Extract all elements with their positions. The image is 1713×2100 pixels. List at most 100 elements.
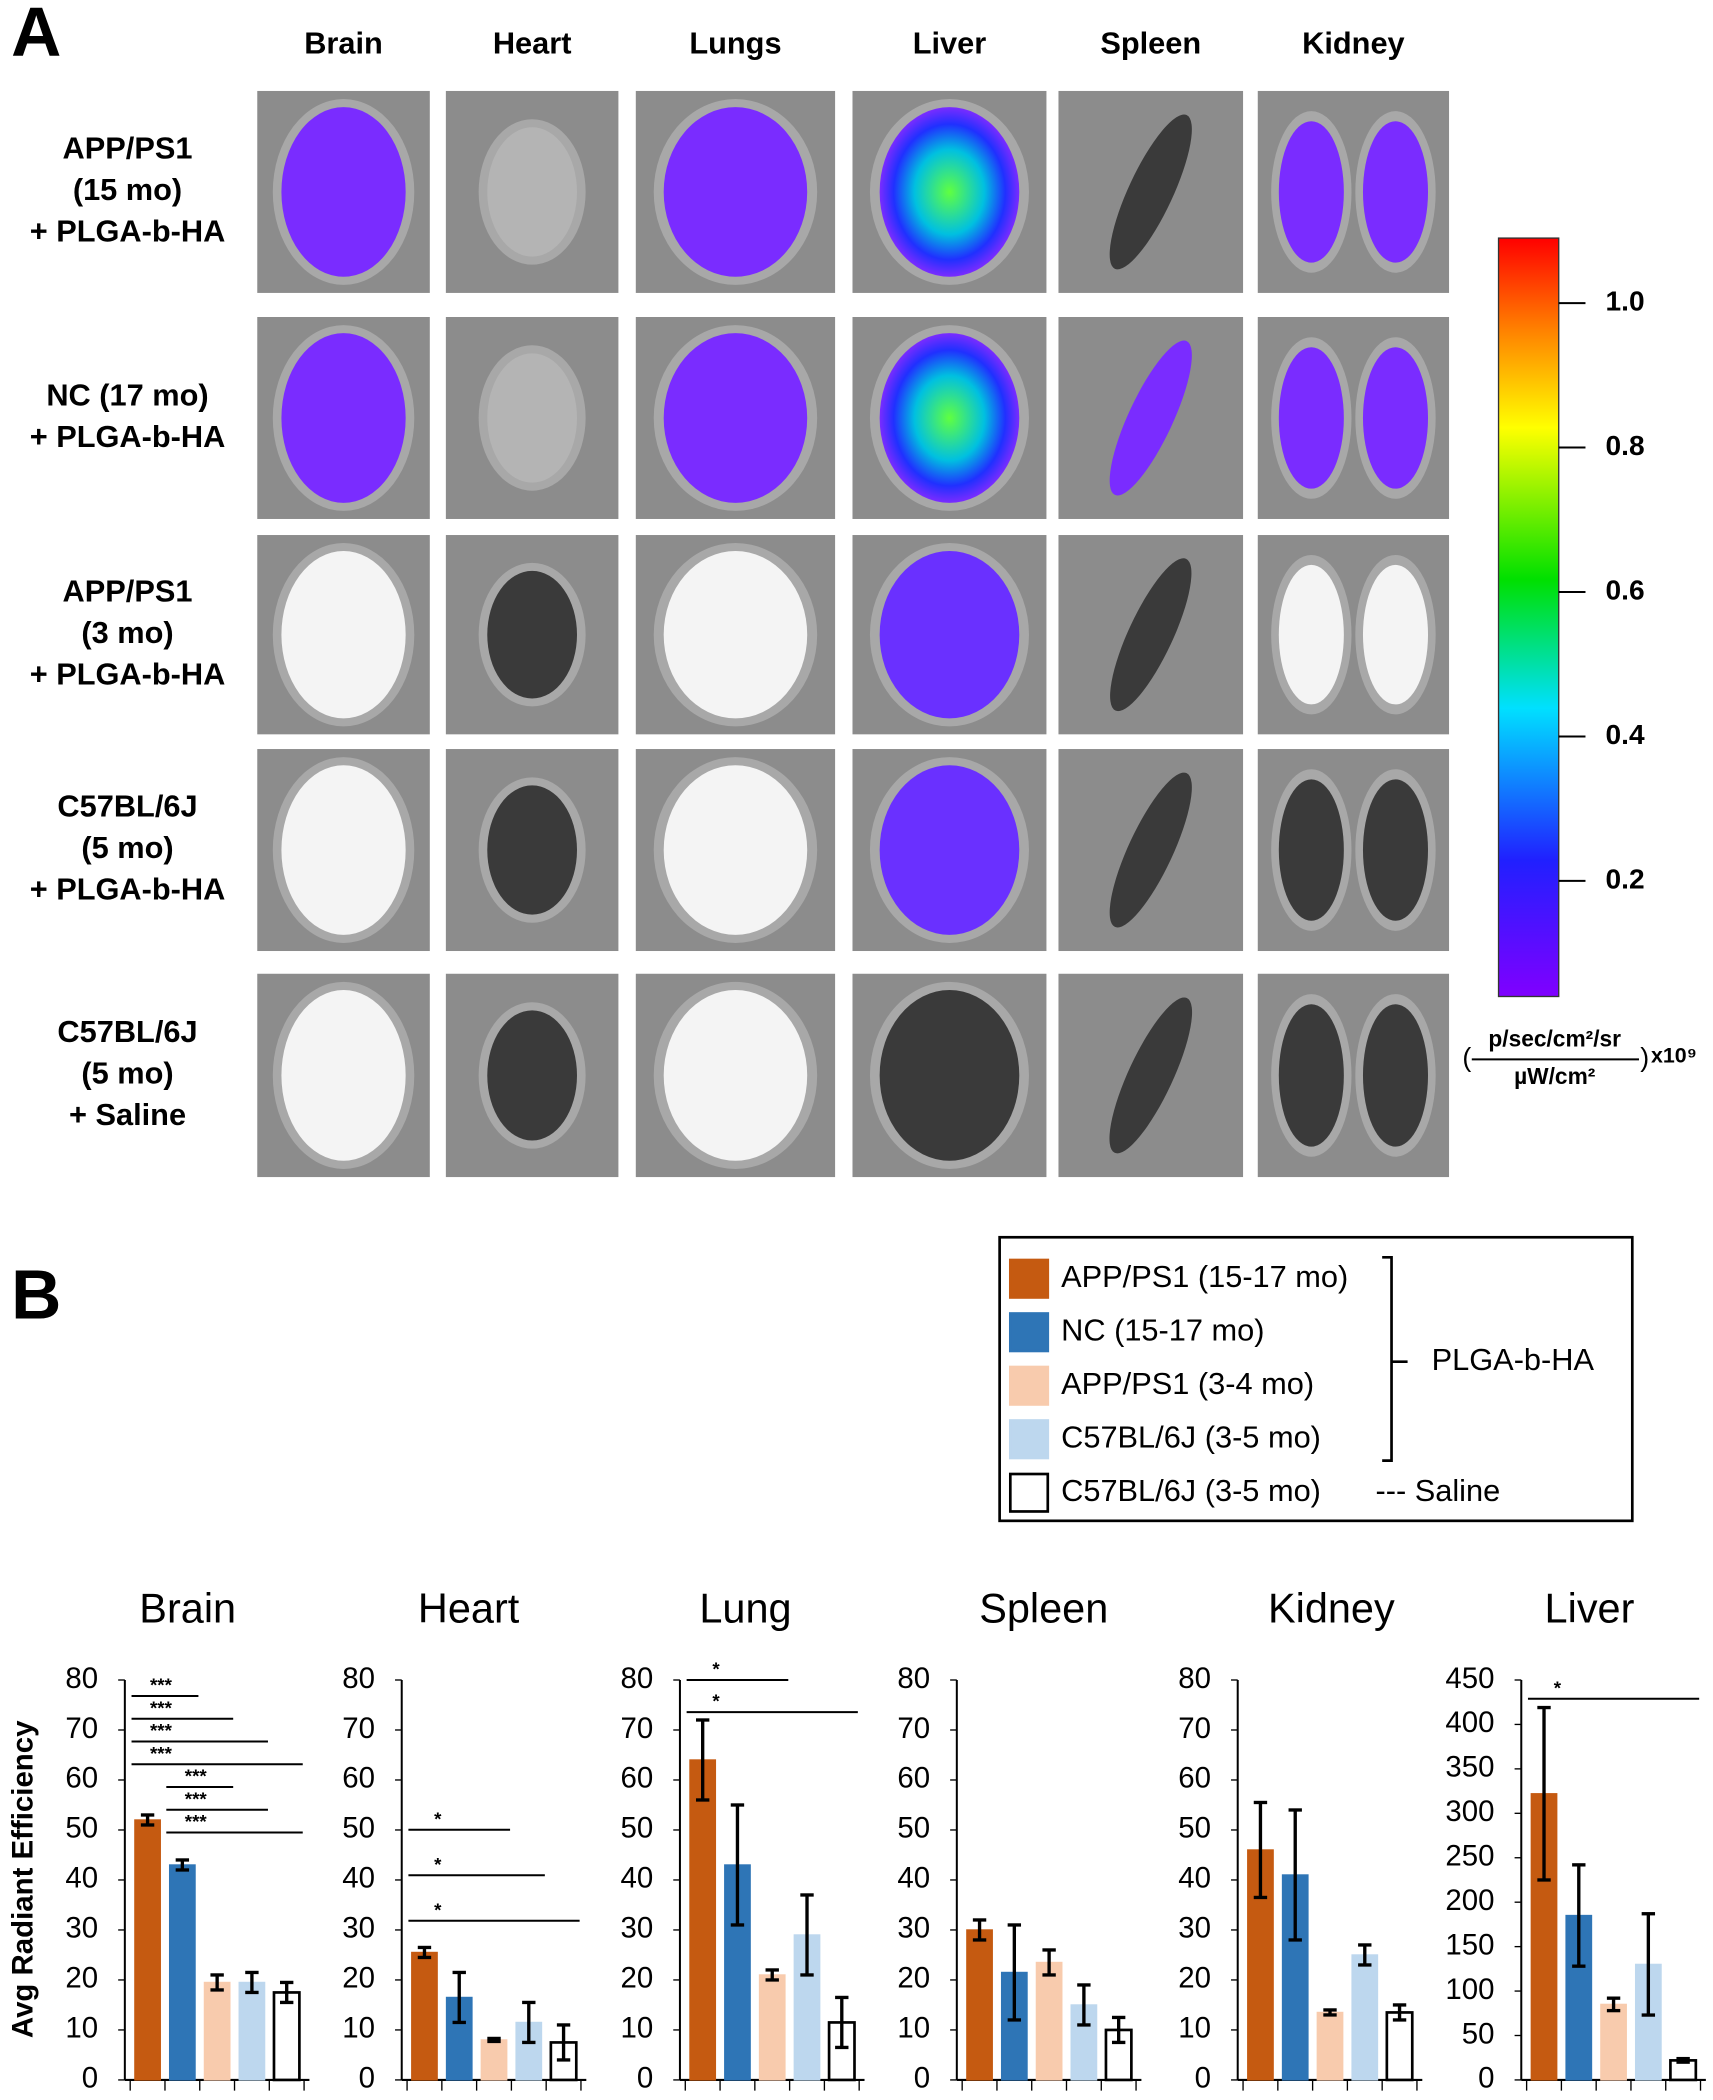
organ (281, 107, 406, 277)
organ (281, 333, 406, 503)
organ (1362, 779, 1429, 921)
chart-title: Lung (699, 1585, 791, 1632)
colorbar (1497, 237, 1560, 998)
y-tick-label: 80 (65, 1662, 98, 1695)
significance-label: *** (185, 1766, 208, 1787)
legend-bracket (1382, 1255, 1408, 1462)
y-tick-label: 450 (1445, 1662, 1494, 1695)
legend-label: C57BL/6J (3-5 mo) (1061, 1419, 1321, 1454)
organ (281, 550, 406, 719)
chart-title: Heart (418, 1585, 520, 1632)
y-tick-label: 40 (65, 1862, 98, 1895)
organ (487, 570, 577, 699)
y-tick-label: 60 (1178, 1762, 1211, 1795)
error-bar (1042, 1948, 1056, 1977)
row-label: C57BL/6J (57, 1014, 197, 1049)
error-bar (1537, 1705, 1551, 1882)
row-label: C57BL/6J (57, 789, 197, 824)
y-tick-label: 50 (342, 1812, 375, 1845)
significance-label: * (712, 1691, 720, 1712)
significance-label: *** (150, 1720, 173, 1741)
error-bar (1111, 2015, 1126, 2045)
error-bar (1253, 1800, 1268, 1900)
colorbar-tick-label: 0.8 (1606, 430, 1645, 461)
y-tick-label: 10 (897, 2012, 930, 2045)
y-tick-label: 30 (1178, 1912, 1211, 1945)
panel-label: A (11, 0, 61, 71)
organ (663, 765, 808, 935)
panel-label: B (11, 1256, 61, 1334)
organ (1278, 1004, 1344, 1147)
chart-title: Brain (139, 1585, 236, 1632)
colorbar-tick-label: 0.6 (1606, 574, 1645, 605)
y-tick-label: 60 (620, 1762, 653, 1795)
bar (1316, 2011, 1344, 2081)
organ (487, 785, 577, 915)
bar (515, 2021, 543, 2081)
error-bar (972, 1918, 987, 1942)
organ (1362, 347, 1429, 489)
y-tick-label: 70 (342, 1712, 375, 1745)
bar (1385, 2011, 1414, 2082)
legend-swatch (1008, 1472, 1050, 1513)
bar (272, 1991, 301, 2082)
error-bar (1288, 1808, 1302, 1942)
y-tick-label: 200 (1445, 1884, 1494, 1917)
y-tick-label: 20 (1178, 1962, 1211, 1995)
legend-box (998, 1235, 1634, 1523)
bar (1351, 1954, 1379, 2081)
y-tick-label: 0 (1195, 2062, 1211, 2095)
y-tick-label: 60 (342, 1762, 375, 1795)
legend-swatch (1008, 1365, 1050, 1406)
row-label: APP/PS1 (63, 573, 193, 608)
y-tick-label: 70 (65, 1712, 98, 1745)
error-bar (1007, 1923, 1022, 2022)
y-tick-label: 300 (1445, 1795, 1494, 1828)
column-label: Heart (493, 26, 572, 61)
y-tick-label: 20 (342, 1962, 375, 1995)
error-bar (730, 1803, 745, 1927)
column-label: Liver (913, 26, 987, 61)
y-tick-label: 0 (1478, 2062, 1494, 2095)
y-tick-label: 60 (65, 1762, 98, 1795)
error-bar (1392, 2003, 1407, 2022)
colorbar-unit: x10⁹ (1651, 1043, 1697, 1067)
organ (1362, 1004, 1429, 1147)
y-tick-label: 80 (342, 1662, 375, 1695)
row-label: (15 mo) (73, 172, 182, 207)
y-tick-label: 0 (359, 2062, 375, 2095)
column-label: Brain (304, 26, 383, 61)
y-tick-label: 50 (1178, 1812, 1211, 1845)
column-label: Spleen (1100, 26, 1201, 61)
significance-label: *** (185, 1788, 208, 1809)
organ (663, 333, 808, 503)
y-tick-label: 50 (65, 1812, 98, 1845)
error-bar (835, 1995, 849, 2050)
y-tick-label: 70 (1178, 1712, 1211, 1745)
y-tick-label: 20 (620, 1962, 653, 1995)
y-axis-label: Avg Radiant Efficiency (6, 1720, 39, 2038)
organ (879, 990, 1020, 1161)
bar (689, 1759, 717, 2081)
organ (879, 333, 1020, 503)
legend-swatch (1008, 1419, 1050, 1460)
row-label: + PLGA-b-HA (30, 214, 226, 249)
significance-label: *** (150, 1697, 173, 1718)
error-bar (1572, 1863, 1586, 1968)
y-tick-label: 0 (914, 2062, 930, 2095)
y-tick-label: 30 (620, 1912, 653, 1945)
legend-label: NC (15-17 mo) (1061, 1312, 1264, 1347)
legend-label: C57BL/6J (3-5 mo) (1061, 1473, 1321, 1508)
chart-title: Spleen (979, 1585, 1108, 1632)
row-label: (5 mo) (81, 1056, 173, 1091)
organ (487, 353, 577, 483)
bar (1035, 1961, 1063, 2081)
organ (1278, 779, 1344, 921)
organ (1278, 347, 1344, 489)
error-bar (417, 1945, 432, 1960)
y-tick-label: 100 (1445, 1973, 1494, 2006)
organ (1109, 114, 1192, 270)
y-tick-label: 70 (620, 1712, 653, 1745)
y-tick-label: 10 (342, 2012, 375, 2045)
row-label: APP/PS1 (63, 131, 193, 166)
